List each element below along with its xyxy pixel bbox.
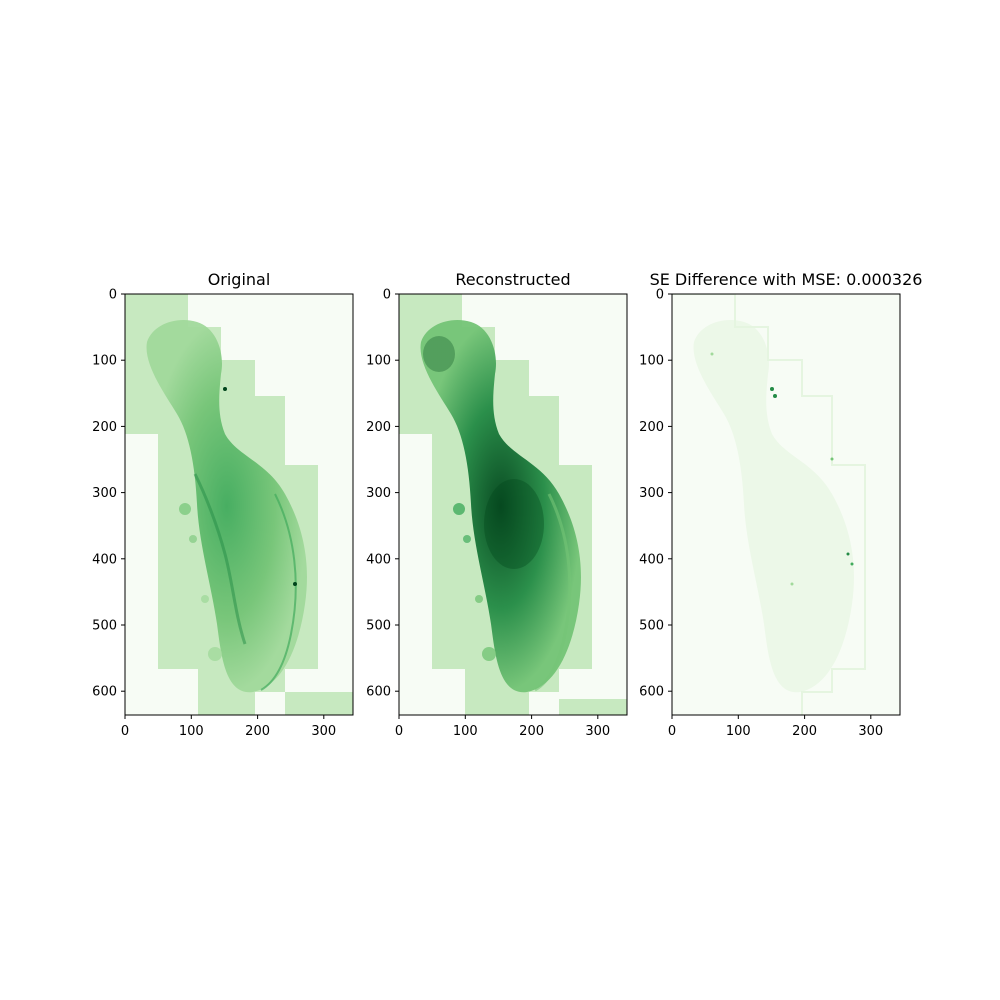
x-axis-reconstructed: 0 100 200 300 (395, 715, 610, 739)
x-tick-label: 0 (668, 724, 676, 739)
x-tick-label: 300 (858, 724, 883, 739)
x-tick-label: 100 (726, 724, 751, 739)
y-tick-label: 0 (656, 288, 664, 303)
y-tick-label: 600 (92, 685, 117, 700)
y-axis-original: 0 100 200 300 400 500 600 (92, 288, 125, 700)
y-tick-label: 400 (92, 552, 117, 567)
image-reconstructed (399, 294, 627, 715)
y-tick-label: 600 (366, 685, 391, 700)
x-tick-label: 200 (245, 724, 270, 739)
y-axis-difference: 0 100 200 300 400 500 600 (639, 288, 672, 700)
y-tick-label: 100 (366, 354, 391, 369)
y-tick-label: 0 (109, 288, 117, 303)
x-axis-difference: 0 100 200 300 (668, 715, 883, 739)
y-tick-label: 200 (639, 420, 664, 435)
y-tick-label: 200 (366, 420, 391, 435)
image-difference (672, 294, 900, 715)
y-tick-label: 400 (639, 552, 664, 567)
panel-original: 0 100 200 300 0 100 200 300 400 500 600 … (92, 270, 354, 739)
x-tick-label: 100 (179, 724, 204, 739)
y-tick-label: 400 (366, 552, 391, 567)
panel-title-original: Original (208, 270, 271, 289)
panel-title-difference: SE Difference with MSE: 0.000326 (650, 270, 923, 289)
x-tick-label: 200 (519, 724, 544, 739)
image-original (125, 294, 353, 715)
y-tick-label: 0 (383, 288, 391, 303)
panel-title-reconstructed: Reconstructed (455, 270, 570, 289)
x-tick-label: 200 (792, 724, 817, 739)
y-tick-label: 100 (92, 354, 117, 369)
y-tick-label: 300 (639, 486, 664, 501)
x-axis-original: 0 100 200 300 (121, 715, 336, 739)
x-tick-label: 0 (395, 724, 403, 739)
y-tick-label: 500 (92, 619, 117, 634)
y-tick-label: 200 (92, 420, 117, 435)
y-tick-label: 300 (366, 486, 391, 501)
x-tick-label: 300 (585, 724, 610, 739)
y-axis-reconstructed: 0 100 200 300 400 500 600 (366, 288, 399, 700)
x-tick-label: 0 (121, 724, 129, 739)
x-tick-label: 100 (453, 724, 478, 739)
x-tick-label: 300 (311, 724, 336, 739)
y-tick-label: 500 (366, 619, 391, 634)
y-tick-label: 500 (639, 619, 664, 634)
panel-reconstructed: 0 100 200 300 0 100 200 300 400 500 600 … (366, 270, 628, 739)
y-tick-label: 600 (639, 685, 664, 700)
panel-difference: 0 100 200 300 0 100 200 300 400 500 600 … (639, 270, 922, 739)
y-tick-label: 100 (639, 354, 664, 369)
y-tick-label: 300 (92, 486, 117, 501)
